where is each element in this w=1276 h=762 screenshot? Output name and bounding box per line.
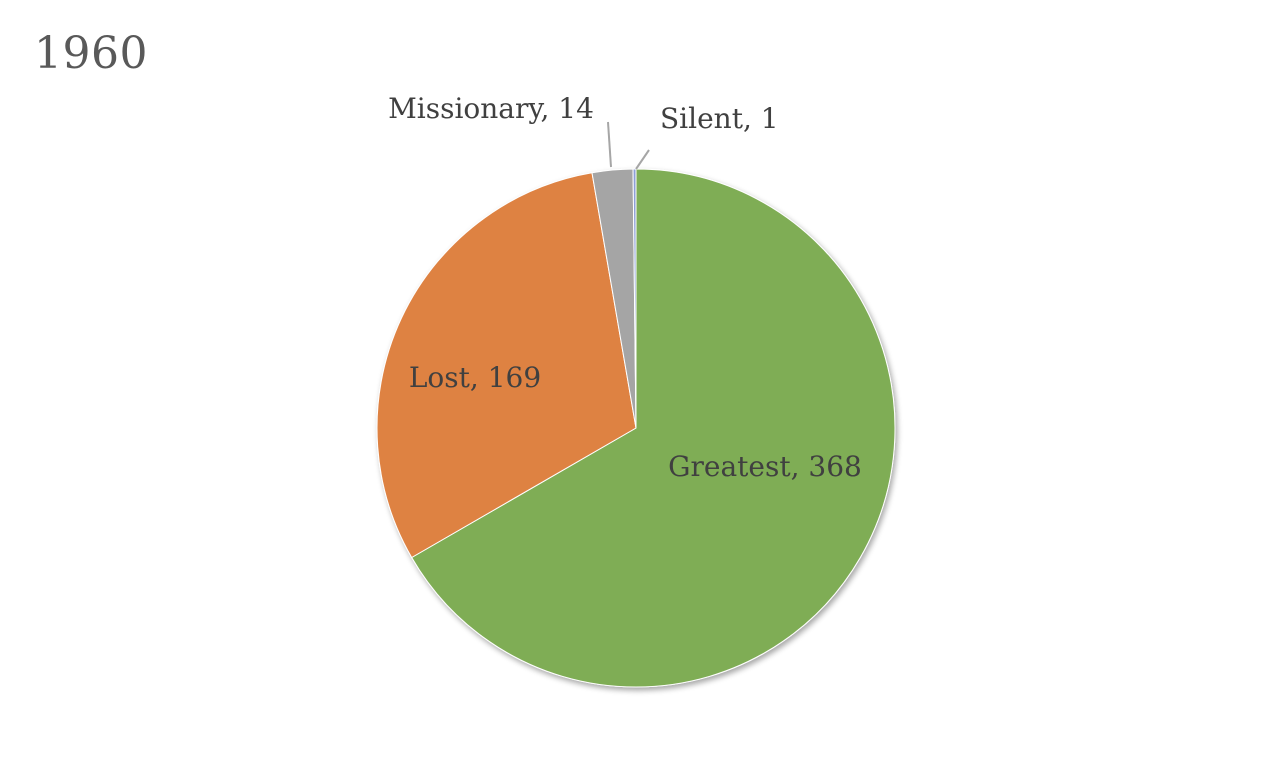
pie-slices	[376, 168, 896, 688]
pie-slice-greatest	[411, 168, 896, 688]
pie-slice-lost	[376, 172, 637, 559]
leader-lines	[607, 121, 650, 170]
data-label-silent: Silent, 1	[660, 102, 779, 135]
data-labels: Greatest, 368 Lost, 169 Missionary, 14 Sile…	[388, 92, 862, 483]
leader-line-silent	[635, 149, 650, 170]
data-label-lost: Lost, 169	[409, 361, 541, 394]
data-label-missionary: Missionary, 14	[388, 92, 594, 125]
leader-line-missionary	[607, 121, 612, 168]
pie-slice-silent	[632, 168, 637, 429]
data-label-greatest: Greatest, 368	[668, 450, 862, 483]
chart-title: 1960	[34, 28, 148, 79]
